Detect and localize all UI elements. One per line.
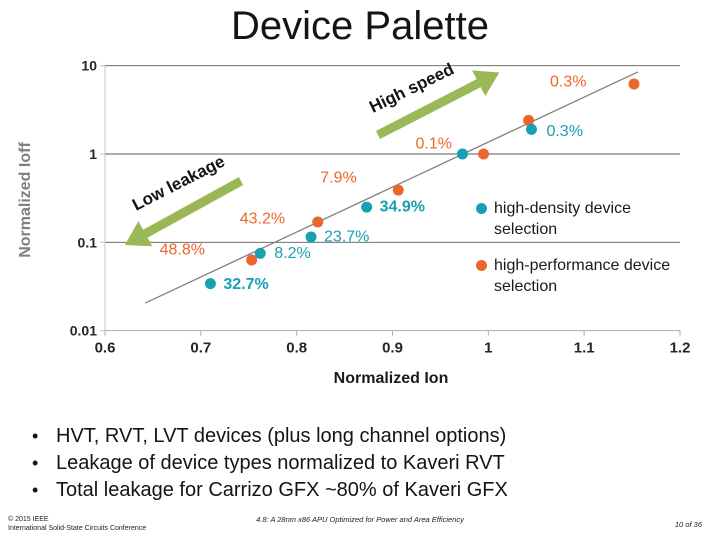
- footer-page-number: 10 of 36: [674, 520, 702, 529]
- data-point-label: 32.7%: [223, 276, 268, 293]
- x-tick-label: 0.7: [190, 340, 211, 357]
- data-point: [523, 114, 535, 126]
- y-tick-label: 10: [81, 58, 97, 74]
- trendline: [144, 71, 639, 304]
- footer-paper-title: 4.8: A 28nm x86 APU Optimized for Power …: [256, 515, 464, 524]
- low-leakage-label: Low leakage: [129, 152, 228, 215]
- x-tick-label: 0.6: [95, 340, 116, 357]
- x-axis-title: Normalized Ion: [334, 370, 449, 387]
- x-tick-label: 1.1: [574, 340, 595, 357]
- bullet-list: HVT, RVT, LVT devices (plus long channel…: [28, 423, 508, 504]
- data-point: [254, 247, 266, 259]
- x-tick-label: 1: [484, 340, 492, 357]
- legend-line: high-performance device: [494, 257, 671, 274]
- data-point: [456, 148, 468, 160]
- y-axis-title: Normalized Ioff: [17, 142, 34, 258]
- bullet-item: Leakage of device types normalized to Ka…: [28, 450, 508, 477]
- data-point-label: 48.8%: [160, 242, 205, 259]
- x-tick-label: 0.9: [382, 340, 403, 357]
- high-density-dot-icon: [476, 203, 487, 214]
- x-tick-label: 1.2: [670, 340, 691, 357]
- data-point: [525, 123, 537, 135]
- legend-line: high-density device: [494, 200, 631, 217]
- legend-line: selection: [494, 278, 558, 295]
- y-tick-label: 0.1: [78, 234, 98, 250]
- high-speed-arrow: [375, 70, 500, 140]
- data-point: [312, 216, 324, 228]
- data-point-label: 34.9%: [380, 199, 425, 216]
- data-point-label: 7.9%: [320, 170, 356, 187]
- legend-item-high-performance: high-performance device selection: [476, 255, 670, 297]
- y-tick-label: 0.01: [70, 323, 97, 339]
- data-point: [392, 184, 404, 196]
- data-point: [361, 201, 373, 213]
- footer-copyright: © 2015 IEEE International Solid-State Ci…: [8, 515, 146, 533]
- low-leakage-arrow: [124, 177, 244, 247]
- high-speed-label: High speed: [366, 59, 457, 116]
- high-performance-dot-icon: [476, 260, 487, 271]
- data-point: [246, 254, 258, 266]
- legend-line: selection: [494, 221, 558, 238]
- footer-copyright-line2: International Solid-State Circuits Confe…: [8, 525, 147, 532]
- bullet-item: Total leakage for Carrizo GFX ~80% of Ka…: [28, 477, 508, 504]
- y-tick-label: 1: [89, 146, 97, 162]
- legend-label: high-performance device selection: [494, 255, 670, 297]
- footer-copyright-line1: © 2015 IEEE: [8, 516, 49, 523]
- data-point-label: 8.2%: [274, 245, 310, 262]
- data-point: [478, 148, 490, 160]
- bullet-item: HVT, RVT, LVT devices (plus long channel…: [28, 423, 508, 450]
- legend-item-high-density: high-density device selection: [476, 198, 631, 240]
- legend-label: high-density device selection: [494, 198, 631, 240]
- data-point-label: 43.2%: [240, 210, 285, 227]
- data-point: [204, 278, 216, 290]
- data-point-label: 0.3%: [550, 74, 586, 91]
- data-point: [305, 231, 317, 243]
- data-point-label: 23.7%: [324, 228, 369, 245]
- x-tick-label: 0.8: [286, 340, 307, 357]
- data-point-label: 0.3%: [546, 123, 582, 140]
- data-point: [628, 78, 640, 90]
- data-point-label: 0.1%: [416, 136, 452, 153]
- slide-title: Device Palette: [231, 4, 489, 48]
